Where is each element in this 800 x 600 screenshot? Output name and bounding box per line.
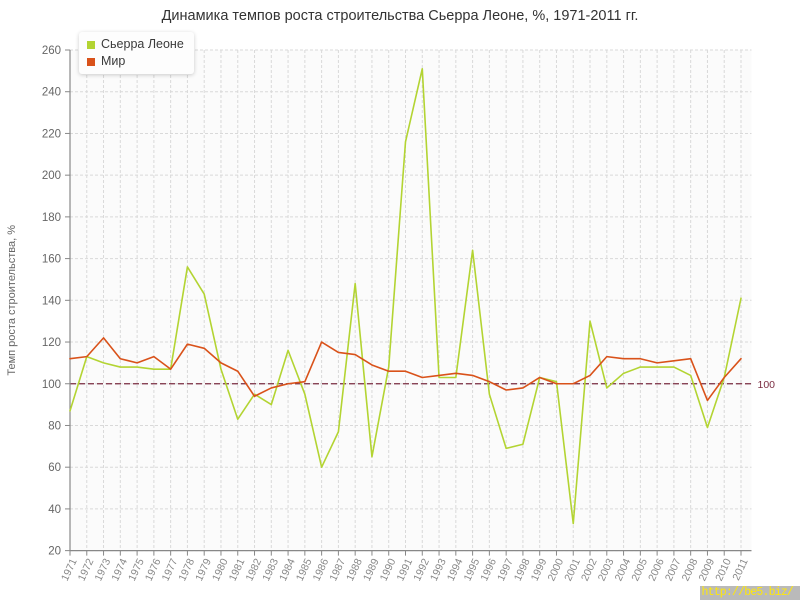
svg-text:160: 160 <box>42 254 61 266</box>
svg-text:80: 80 <box>48 420 61 432</box>
svg-text:40: 40 <box>48 504 61 516</box>
svg-text:260: 260 <box>42 45 61 57</box>
svg-text:100: 100 <box>42 379 61 391</box>
svg-text:100: 100 <box>758 379 776 391</box>
svg-text:140: 140 <box>42 295 61 307</box>
svg-text:2010: 2010 <box>713 557 734 583</box>
svg-text:200: 200 <box>42 170 61 182</box>
svg-text:60: 60 <box>48 462 61 474</box>
svg-text:Темп роста строительства, %: Темп роста строительства, % <box>6 225 18 376</box>
svg-text:20: 20 <box>48 546 61 558</box>
svg-text:120: 120 <box>42 337 61 349</box>
svg-text:220: 220 <box>42 128 61 140</box>
svg-text:2011: 2011 <box>730 557 750 583</box>
svg-text:240: 240 <box>42 87 61 99</box>
svg-text:180: 180 <box>42 212 61 224</box>
